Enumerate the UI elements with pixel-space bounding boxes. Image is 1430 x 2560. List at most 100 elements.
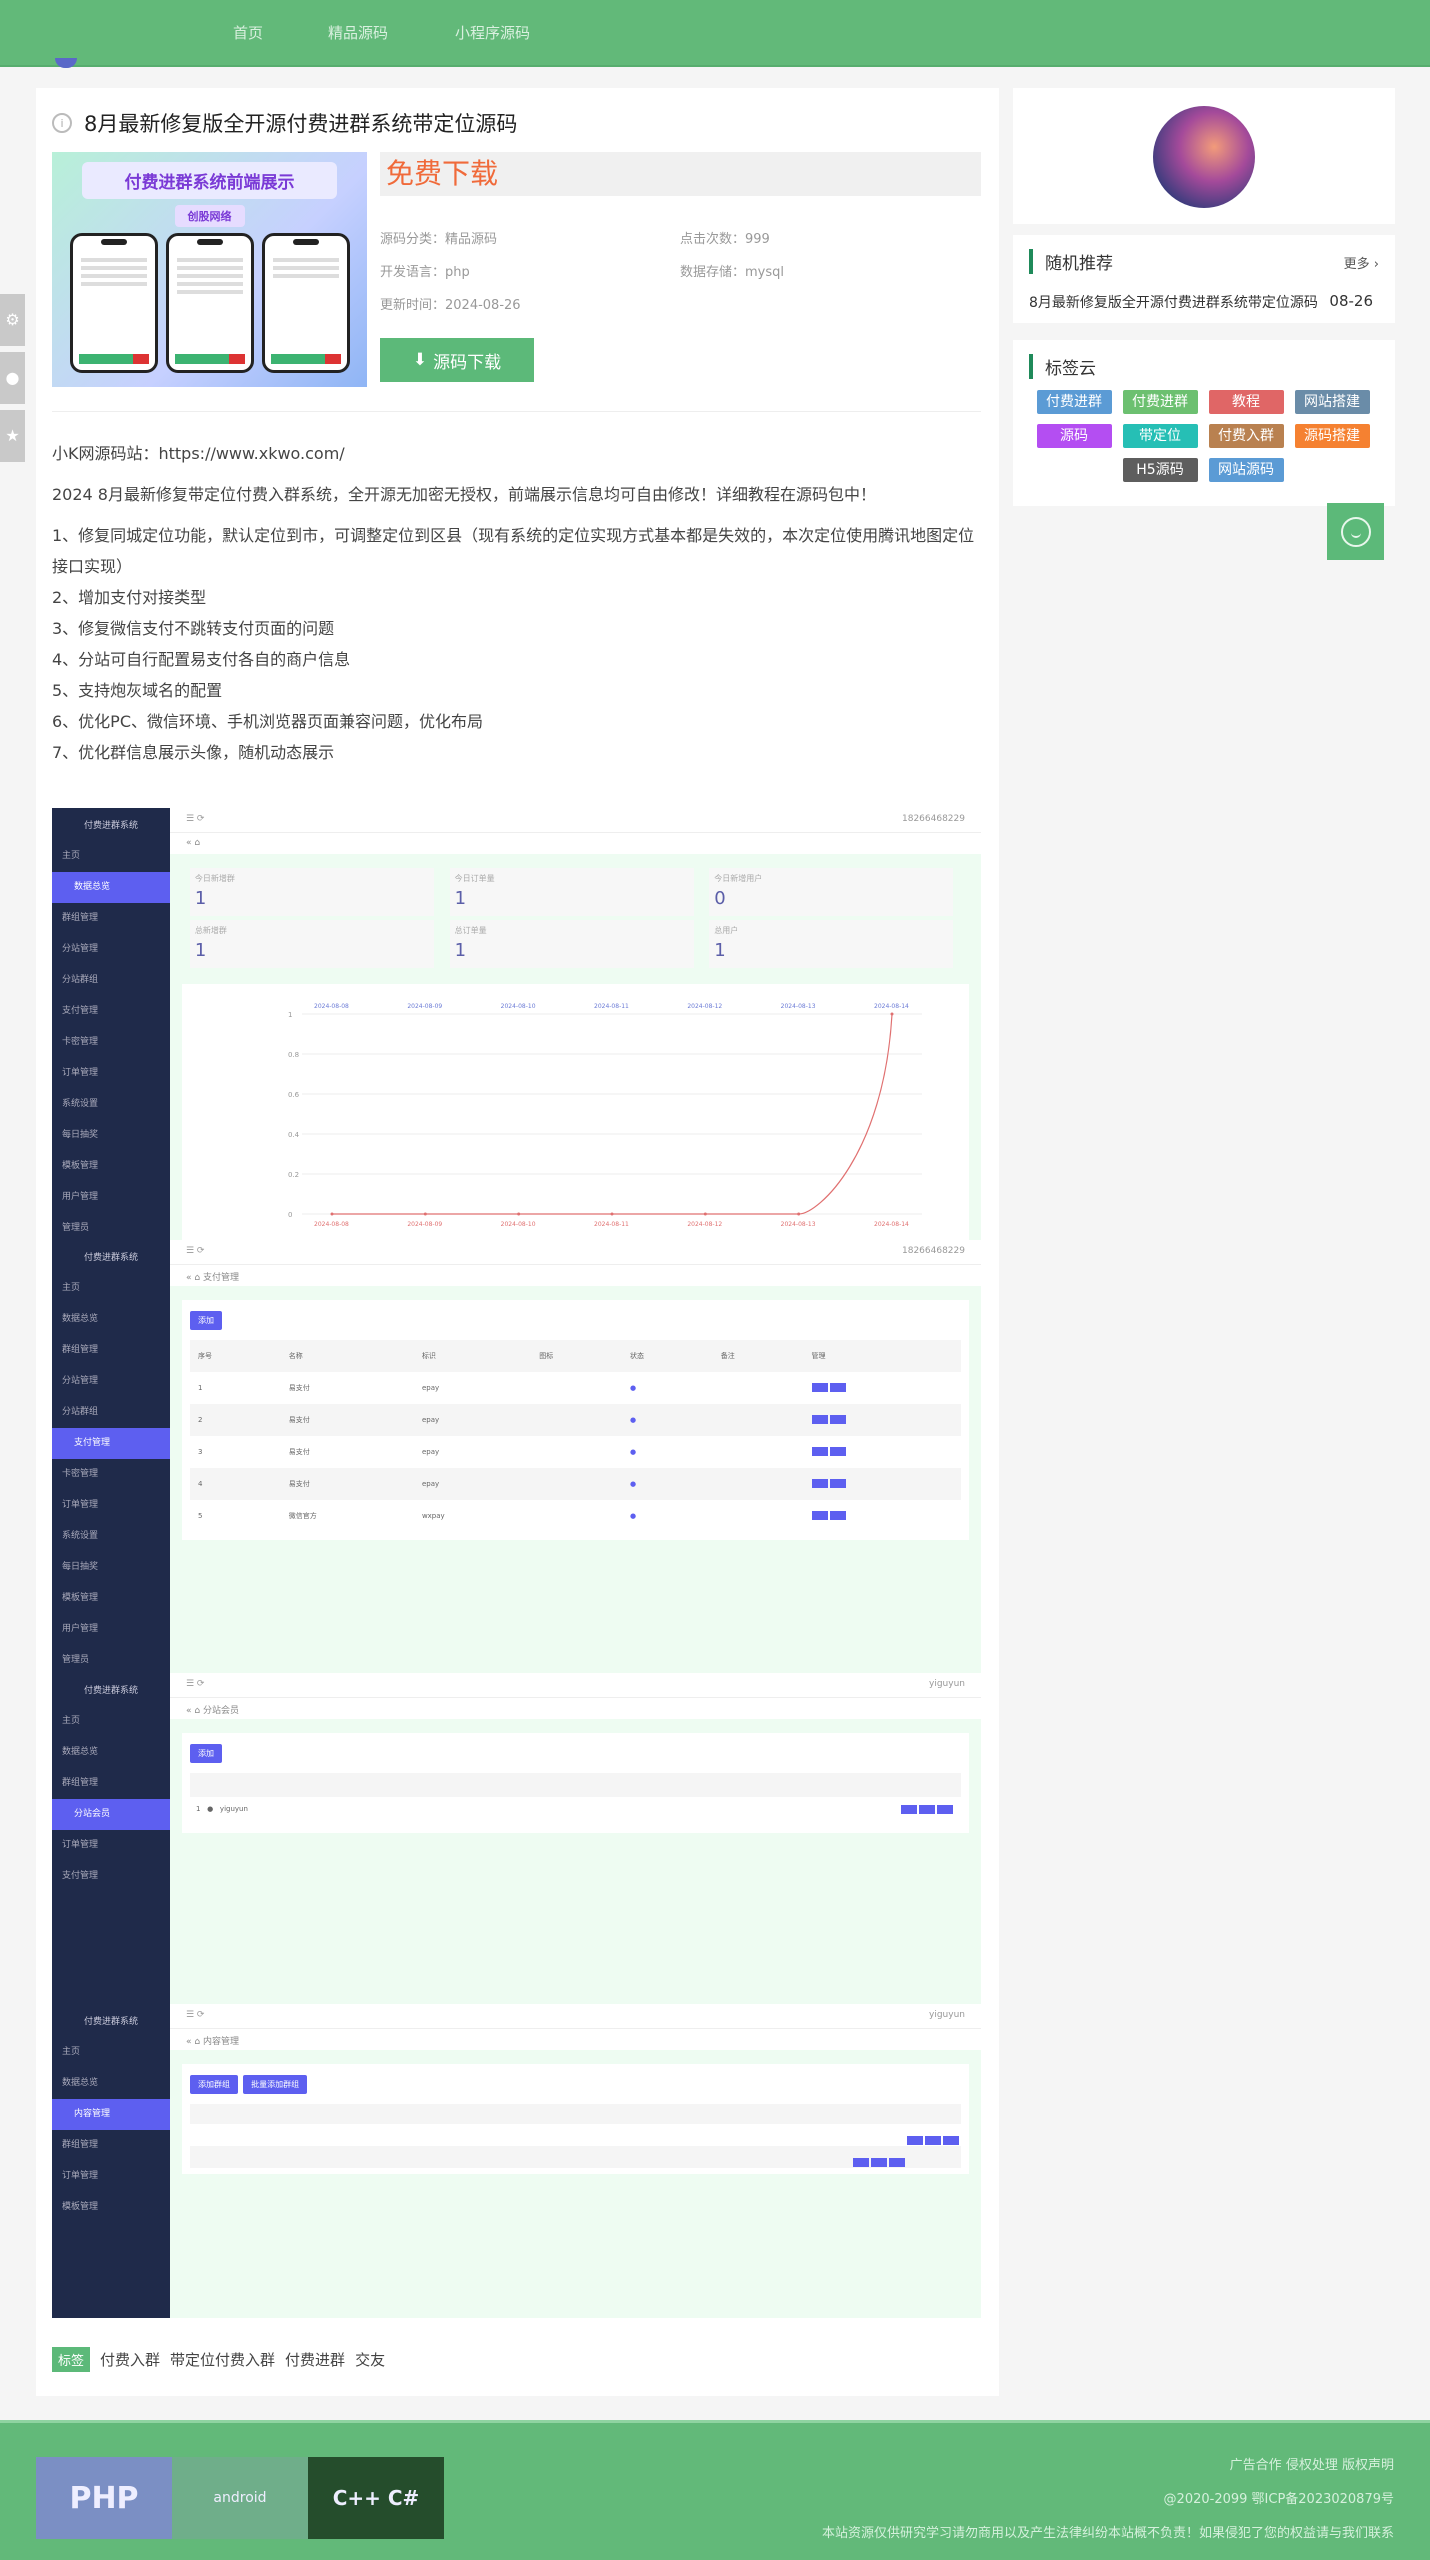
tag-cloud-item[interactable]: 付费进群 [1036,390,1112,414]
article-tag[interactable]: 付费进群 [285,2351,346,2369]
source-download-button[interactable]: ⬇ 源码下载 [380,338,534,382]
x-tick-label: 2024-08-09 [407,1221,442,1228]
recommend-item[interactable]: 8月最新修复版全开源付费进群系统带定位源码 [1029,295,1318,311]
admin-menu-item: 主页 [62,1283,81,1293]
admin-topbar: ☰ ⟳ yiguyun [170,1673,981,1697]
table-cell: 3 [198,1448,203,1456]
table-cell: 易支付 [288,1384,310,1392]
admin-menu-item: 订单管理 [62,1840,99,1850]
feature-item: 1、修复同城定位功能，默认定位到市，可调整定位到区县（现有系统的定位实现方式基本… [52,526,975,576]
intro: 2024 8月最新修复带定位付费入群系统，全开源无加密无授权，前端展示信息均可自… [52,485,876,504]
footer: PHP android C++ C# 广告合作 侵权处理 版权声明 @2020-… [0,2420,1430,2560]
float-user-icon[interactable]: ● [0,352,25,404]
payment-table: 序号 名称 标识 图标 状态 备注 管理 1 易支付 epay ● 2 易支付 epay ● 3 易支付 epay… [190,1340,961,1532]
table-header: 标识 [421,1352,436,1360]
footer-link-copyright[interactable]: 版权声明 [1341,2458,1394,2473]
tag-cloud-item[interactable]: 付费进群 [1122,390,1198,414]
meta-clicks: 点击次数：999 [680,232,770,247]
nav-miniprogram-source[interactable]: 小程序源码 [455,24,531,42]
tag-cloud-item[interactable]: 付费入群 [1208,424,1284,448]
tag-cloud-item[interactable]: 网站源码 [1208,458,1284,482]
tag-cloud-item[interactable]: 网站搭建 [1294,390,1370,414]
table-cell: 易支付 [288,1448,310,1456]
admin-topbar: ☰ ⟳ 18266468229 [170,1240,981,1264]
tag-cloud-card: 标签云 付费进群 付费进群 教程 网站搭建 源码 带定位 付费入群 源码搭建 H5源码 网站源码 [1013,340,1395,506]
status-dot: ● [629,1384,637,1392]
row-actions [804,1372,961,1404]
tag-cloud-item[interactable]: 源码 [1036,424,1112,448]
admin-add-button: 添加 [190,1744,222,1763]
admin-user: yiguyun [929,1679,965,1689]
x-tick-label-top: 2024-08-14 [874,1003,909,1010]
table-header: 备注 [720,1352,735,1360]
tag-cloud-item[interactable]: 带定位 [1122,424,1198,448]
admin-menu-item: 用户管理 [62,1624,99,1634]
disclaimer: 本站资源仅供研究学习请勿商用以及产生法律纠纷本站概不负责！如果侵犯了您的权益请与… [821,2526,1394,2541]
avatar[interactable] [1153,106,1255,208]
meta-category: 源码分类：精品源码 [380,232,498,247]
meta-database: 数据存储：mysql [680,265,785,280]
nav-home[interactable]: 首页 [233,24,264,42]
admin-menu-item: 群组管理 [62,1778,99,1788]
admin-menu-item: 数据总览 [52,872,170,903]
table-cell: 5 [198,1512,203,1520]
float-star-icon[interactable]: ★ [0,410,25,462]
table-header: 名称 [288,1352,303,1360]
article-card: i 8月最新修复版全开源付费进群系统带定位源码 付费进群系统前端展示 创股网络 … [36,88,999,2396]
y-tick-label: 0.8 [288,1051,299,1059]
y-tick-label: 1 [288,1011,292,1019]
more-link[interactable]: 更多 › [1343,257,1379,272]
article-tag[interactable]: 交友 [355,2351,386,2369]
article-body: 小K网源码站：https://www.xkwo.com/ 2024 8月最新修复… [52,438,982,768]
tagcloud-title: 标签云 [1029,354,1096,379]
stats-grid: 今日新增群 1 今日订单量 1 今日新增用户 0 总新增群 1 总订单量 1 总用户 1 [182,864,969,974]
admin-menu-item: 分站群组 [62,975,99,985]
admin-system-name: 付费进群系统 [83,821,138,831]
free-download-banner: 免费下载 [380,152,981,196]
admin-system-name: 付费进群系统 [83,1686,138,1696]
table-cell: 4 [198,1480,203,1488]
stat-card: 总订单量 1 [449,920,694,968]
admin-menu-item: 主页 [62,1716,81,1726]
phone-mockup [261,233,350,373]
nav-premium-source[interactable]: 精品源码 [328,24,389,42]
admin-menu-item: 模板管理 [62,1593,99,1603]
trend-chart-svg: 0 0.2 0.4 0.6 0.8 1 2024-08-08 2024-08-08 2024-0… [288,1003,922,1228]
admin-tab: 支付管理 [202,1273,239,1283]
admin-menu-item: 支付管理 [52,1428,170,1459]
footer-link-infringement[interactable]: 侵权处理 [1285,2458,1338,2473]
smile-icon [1340,516,1371,547]
tag-cloud-item[interactable]: H5源码 [1122,458,1198,482]
admin-tabbar: « ⌂ 内容管理 [170,2028,981,2050]
recommend-date: 08-26 [1329,292,1373,310]
admin-menu-item: 管理员 [62,1655,90,1665]
tag-cloud-item[interactable]: 源码搭建 [1294,424,1370,448]
article-tag[interactable]: 付费入群 [100,2351,161,2369]
tag-cloud-item[interactable]: 教程 [1208,390,1284,414]
admin-menu-item: 内容管理 [52,2099,170,2130]
admin-menu-item: 分站管理 [62,1376,99,1386]
site-logo[interactable] [55,58,77,68]
meta-updated: 更新时间：2024-08-26 [380,298,521,313]
admin-menu-item: 群组管理 [62,913,99,923]
member-name: yiguyun [219,1805,248,1813]
admin-sidebar: 付费进群系统 主页 数据总览 群组管理 分站管理 分站群组 支付管理 卡密管理 … [52,1240,170,1673]
footer-link-ads[interactable]: 广告合作 [1229,2458,1282,2473]
x-tick-label-top: 2024-08-11 [594,1003,629,1010]
admin-user: yiguyun [929,2010,965,2020]
table-header: 序号 [198,1352,212,1360]
thumb-sub: 创股网络 [174,205,245,227]
admin-tab: 分站会员 [202,1706,239,1716]
x-tick-label-top: 2024-08-09 [407,1003,442,1010]
icp-record[interactable]: @2020-2099 鄂ICP备2023020879号 [1163,2492,1394,2507]
stat-card: 今日新增用户 0 [709,868,954,916]
download-label: 源码下载 [433,352,502,373]
float-share-icon[interactable]: ⚙ [0,294,25,346]
series-line [332,1013,893,1215]
x-tick-label: 2024-08-12 [687,1221,722,1228]
info-icon: i [52,113,72,133]
feedback-button[interactable] [1327,503,1384,560]
admin-topbar: ☰ ⟳ 18266468229 [170,808,981,832]
row-actions [804,1436,961,1468]
article-tag[interactable]: 带定位付费入群 [170,2351,276,2369]
